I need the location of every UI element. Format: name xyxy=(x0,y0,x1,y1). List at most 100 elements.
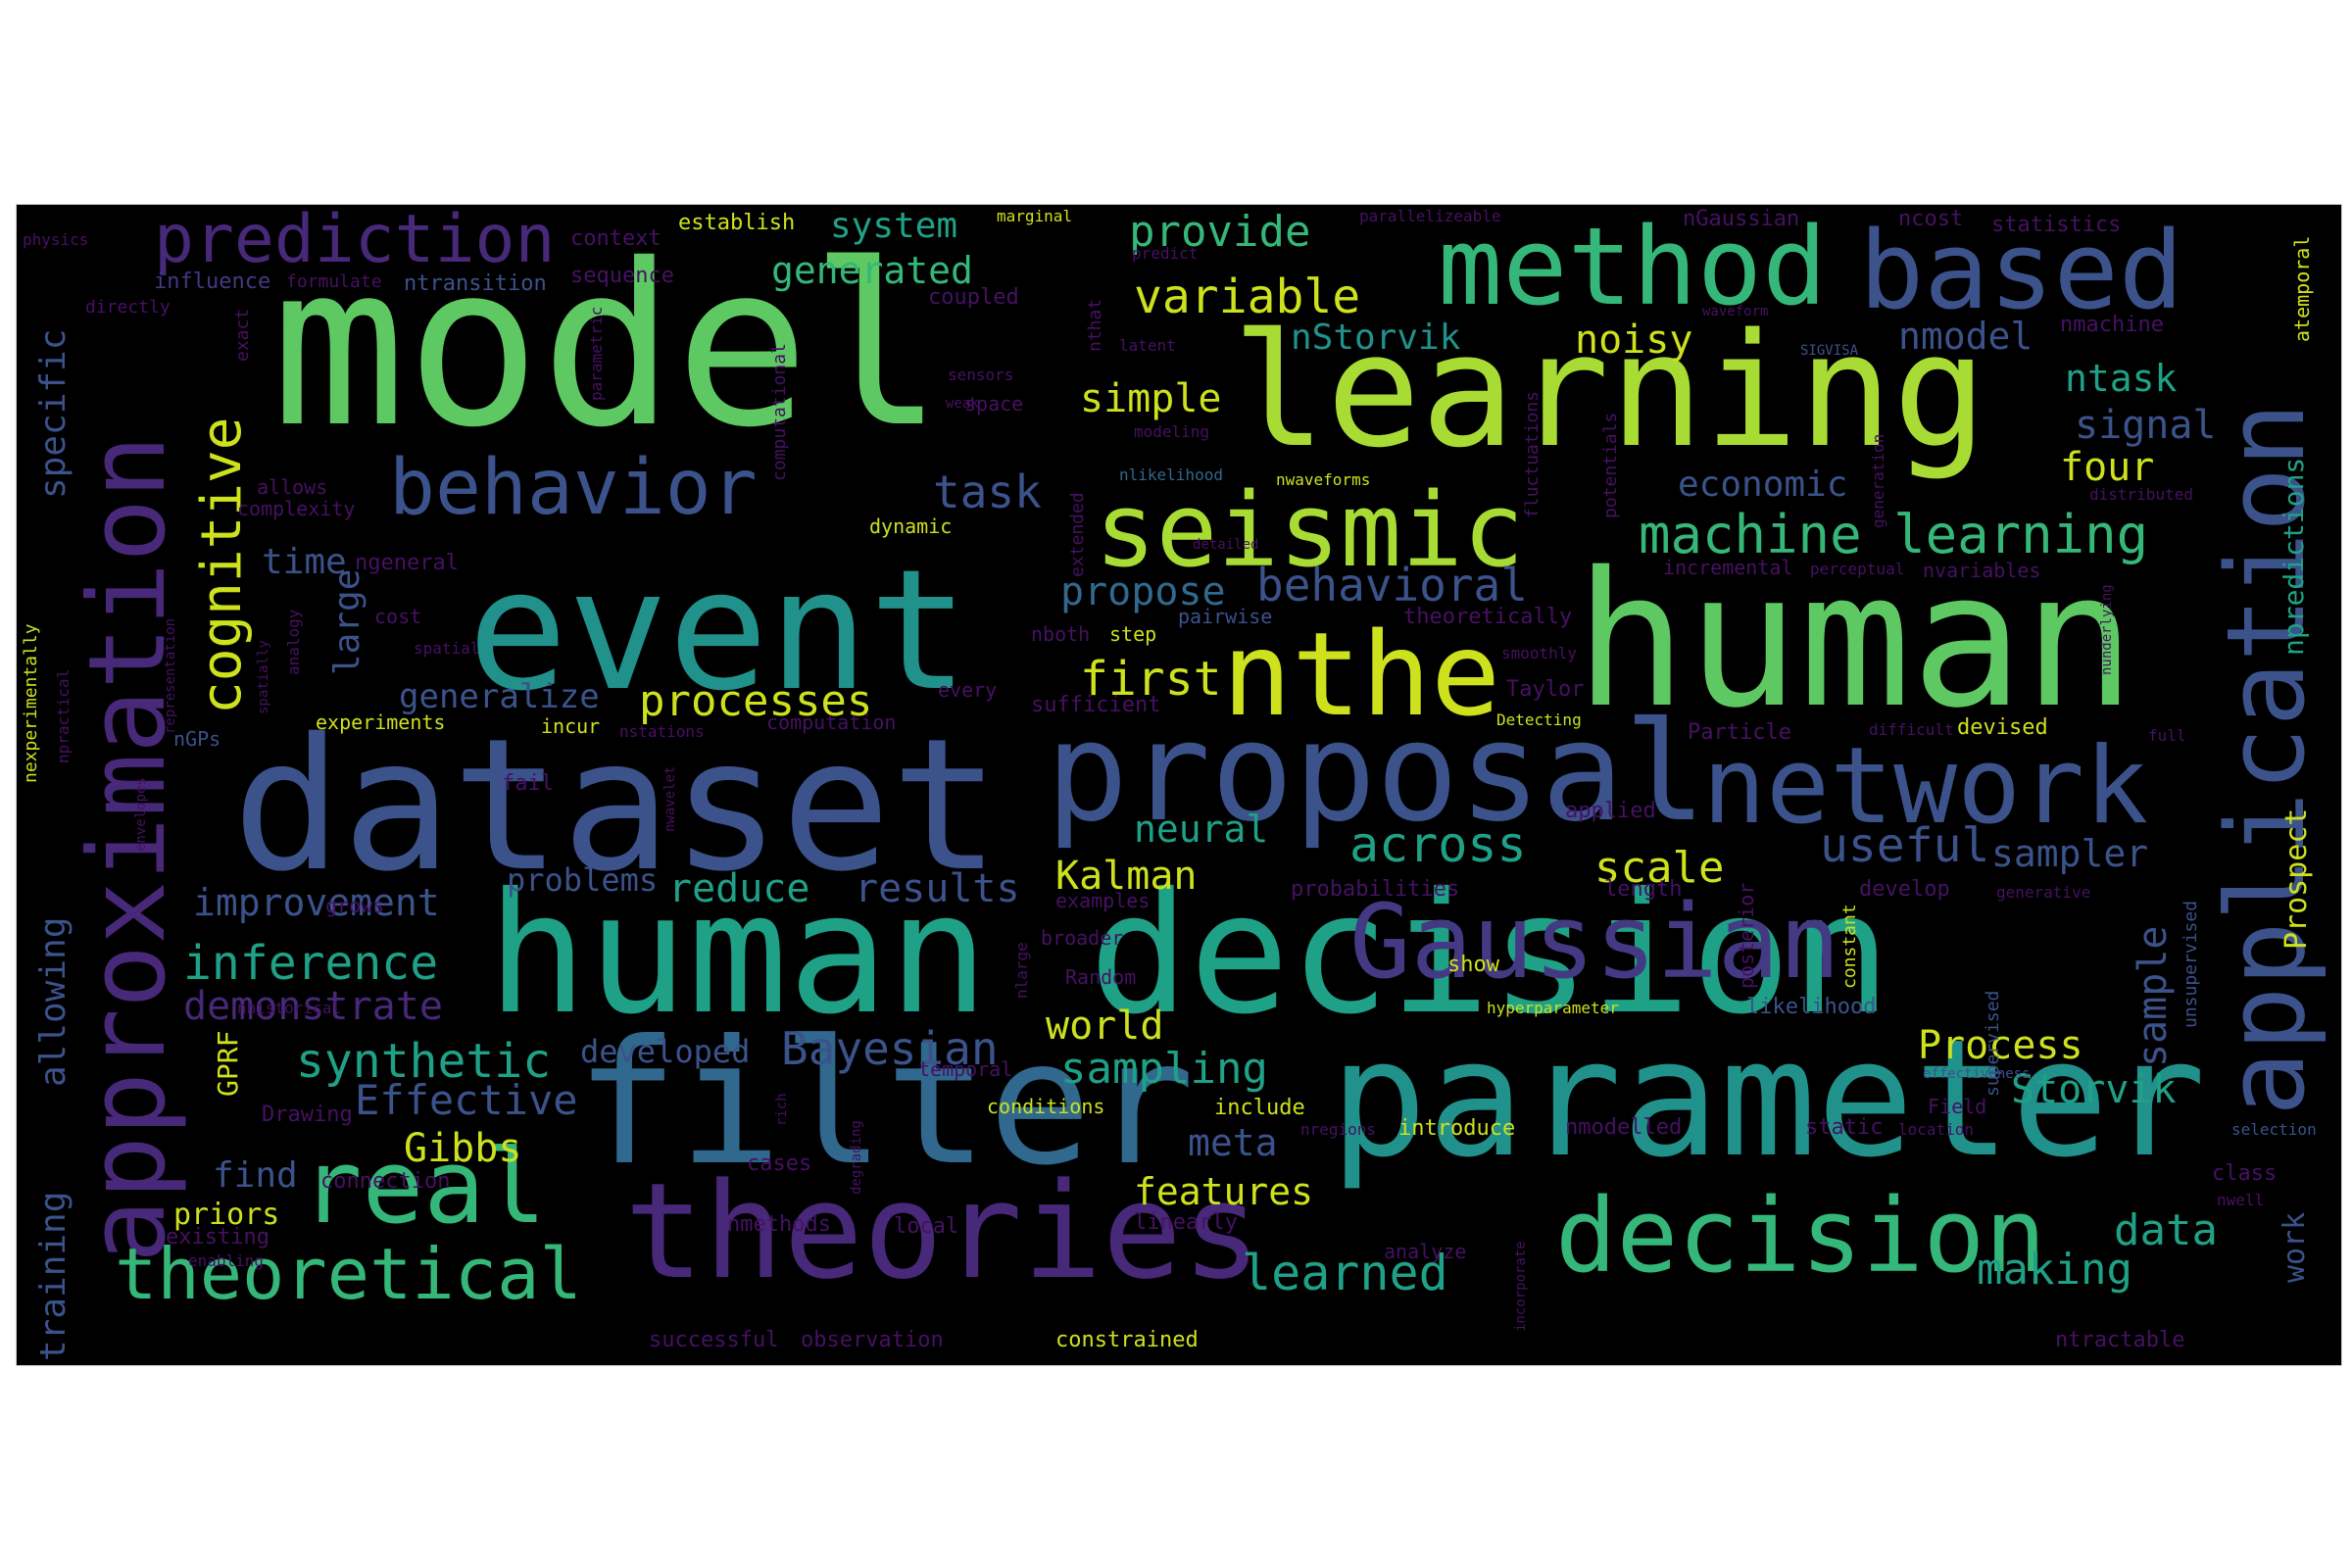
word-nGaussian: nGaussian xyxy=(1683,207,1800,231)
word-examples: examples xyxy=(1055,889,1151,912)
word-degrading: degrading xyxy=(849,1120,864,1195)
word-generation: generation xyxy=(1869,433,1887,528)
word-machine-learning: machine learning xyxy=(1639,504,2149,565)
word-based: based xyxy=(1859,208,2184,333)
word-first: first xyxy=(1080,652,1222,707)
word-sensors: sensors xyxy=(948,366,1014,384)
word-signal: signal xyxy=(2075,403,2217,448)
word-nmachine: nmachine xyxy=(2060,313,2164,337)
word-task: task xyxy=(933,466,1042,518)
word-generative: generative xyxy=(1996,883,2091,902)
word-static: static xyxy=(1805,1115,1884,1140)
word-likelihood: likelihood xyxy=(1746,995,1877,1019)
word-formulate: formulate xyxy=(286,271,382,292)
word-latent: latent xyxy=(1119,336,1176,355)
word-extended: extended xyxy=(1067,492,1088,577)
word-Process: Process xyxy=(1918,1023,2083,1068)
word-nvariables: nvariables xyxy=(1923,559,2041,582)
word-SIGVISA: SIGVISA xyxy=(1800,343,1859,359)
word-sampling: sampling xyxy=(1060,1044,1268,1094)
word-problems: problems xyxy=(507,861,659,899)
word-incur: incur xyxy=(541,714,601,738)
word-nmethods: nmethods xyxy=(727,1212,831,1237)
word-ntask: ntask xyxy=(2065,357,2178,400)
word-approximation: approximation xyxy=(67,434,189,1263)
word-human: human xyxy=(1575,532,2135,749)
word-nmodelled: nmodelled xyxy=(1565,1115,1683,1140)
word-system: system xyxy=(830,206,958,246)
word-across: across xyxy=(1349,816,1527,873)
word-cost: cost xyxy=(374,605,422,628)
word-dynamic: dynamic xyxy=(869,514,953,538)
word-sampler: sampler xyxy=(1991,832,2149,875)
word-complexity: complexity xyxy=(237,497,356,520)
word-inference: inference xyxy=(183,936,439,991)
word-nwaveforms: nwaveforms xyxy=(1276,470,1371,489)
word-dataset: dataset xyxy=(232,699,1001,911)
word-Kalman: Kalman xyxy=(1055,854,1198,899)
word-npractical: npractical xyxy=(54,668,73,763)
word-processes: processes xyxy=(639,676,873,726)
word-temporal: temporal xyxy=(918,1057,1013,1081)
word-smoothly: smoothly xyxy=(1501,644,1578,662)
word-nstations: nstations xyxy=(619,722,705,741)
word-analogy: analogy xyxy=(284,609,303,675)
word-training: training xyxy=(33,1191,74,1361)
word-theories: theories xyxy=(624,1154,1262,1308)
word-sample: sample xyxy=(2131,925,2176,1068)
word-useful: useful xyxy=(1820,818,1990,873)
word-four: four xyxy=(2060,445,2155,490)
word-nwavelet: nwavelet xyxy=(662,765,678,832)
word-Prospect: Prospect xyxy=(2279,808,2314,951)
word-nStorvik: nStorvik xyxy=(1291,318,1461,358)
word-cases: cases xyxy=(747,1152,812,1176)
word-nthat: nthat xyxy=(1085,298,1105,352)
word-improvement: improvement xyxy=(193,881,440,924)
word-envelopes: envelopes xyxy=(133,777,149,852)
word-potentials: potentials xyxy=(1600,412,1621,518)
word-Storvik: Storvik xyxy=(2011,1067,2177,1112)
word-space: space xyxy=(964,392,1024,416)
word-npredictions: npredictions xyxy=(2278,457,2310,656)
word-fluctuations: fluctuations xyxy=(1522,390,1543,518)
word-spatial: spatial xyxy=(414,639,480,658)
word-probabilities: probabilities xyxy=(1291,877,1460,902)
word-constant: constant xyxy=(1839,904,1860,989)
word-making: making xyxy=(1977,1245,2132,1295)
word-step: step xyxy=(1109,622,1157,646)
word-ngeneral: ngeneral xyxy=(355,551,459,575)
word-computational: computational xyxy=(769,343,790,481)
word-nmodel: nmodel xyxy=(1898,315,2034,358)
word-perceptual: perceptual xyxy=(1810,560,1905,578)
word-meta: meta xyxy=(1188,1121,1278,1164)
word-Detecting: Detecting xyxy=(1496,710,1582,729)
word-reduce: reduce xyxy=(668,866,810,911)
word-generated: generated xyxy=(771,249,973,292)
word-context: context xyxy=(570,226,662,251)
word-find: find xyxy=(213,1155,298,1196)
word-human-decision: human decision xyxy=(487,858,1891,1052)
word-distributed: distributed xyxy=(2089,485,2193,504)
word-nboth: nboth xyxy=(1031,622,1091,646)
word-propose: propose xyxy=(1060,569,1226,614)
word-Bayesian: Bayesian xyxy=(781,1022,999,1075)
word-world: world xyxy=(1046,1004,1164,1049)
word-variable: variable xyxy=(1134,270,1361,324)
word-spatially: spatially xyxy=(256,640,271,714)
word-Particle: Particle xyxy=(1688,720,1791,745)
word-model: model xyxy=(271,216,945,476)
word-network: network xyxy=(1702,725,2149,848)
word-selection: selection xyxy=(2231,1120,2317,1139)
word-ncost: ncost xyxy=(1898,207,1964,231)
word-economic: economic xyxy=(1678,465,1848,505)
word-posterior: posterior xyxy=(1735,882,1758,989)
word-analyze: analyze xyxy=(1384,1240,1467,1263)
word-fail: fail xyxy=(502,771,554,796)
word-weak: weak xyxy=(946,396,979,412)
word-prediction: prediction xyxy=(154,204,556,278)
word-local: local xyxy=(894,1214,959,1239)
word-provide: provide xyxy=(1129,207,1311,257)
word-generalize: generalize xyxy=(399,677,600,716)
word-rich: rich xyxy=(774,1093,790,1126)
word-Drawing: Drawing xyxy=(262,1102,353,1127)
